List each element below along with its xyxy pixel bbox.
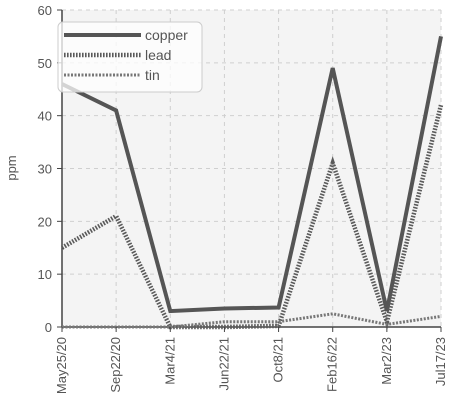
y-tick-label: 20 (38, 214, 52, 229)
y-axis-label: ppm (4, 155, 19, 180)
x-tick-label: Mar4/21 (162, 337, 177, 385)
x-tick-label: May25/20 (54, 337, 69, 394)
y-tick-label: 10 (38, 267, 52, 282)
x-tick-label: Sep22/20 (108, 337, 123, 393)
x-tick-label: Mar2/23 (379, 337, 394, 385)
series-line-tin (62, 312, 442, 329)
series-layer (60, 36, 444, 330)
y-tick-label: 40 (38, 109, 52, 124)
legend-label-lead: lead (145, 47, 171, 63)
x-tick-label: Feb16/22 (325, 337, 340, 392)
legend-label-tin: tin (145, 67, 160, 83)
y-tick-label: 0 (45, 320, 52, 335)
series-line-copper (61, 36, 443, 314)
x-tick-labels: May25/20 Sep22/20 Mar4/21 Jun22/21 Oct8/21 Fe… (54, 327, 448, 394)
x-tick-label: Jul17/23 (433, 337, 448, 386)
x-tick-label: Oct8/21 (271, 337, 286, 383)
series-line-lead (60, 104, 444, 330)
y-tick-label: 30 (38, 162, 52, 177)
x-tick-label: Jun22/21 (216, 337, 231, 391)
legend-label-copper: copper (145, 27, 188, 43)
y-tick-labels: 0 10 20 30 40 50 60 (38, 3, 62, 335)
legend: copper lead tin (57, 21, 203, 93)
y-tick-label: 60 (38, 3, 52, 18)
y-tick-label: 50 (38, 56, 52, 71)
